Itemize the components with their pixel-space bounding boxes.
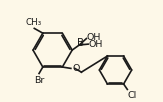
Text: Br: Br [34,76,44,85]
Text: CH₃: CH₃ [25,18,42,27]
Text: B: B [77,38,84,48]
Text: O: O [72,64,80,73]
Text: OH: OH [87,33,101,42]
Text: OH: OH [89,40,103,49]
Text: Cl: Cl [128,91,137,100]
